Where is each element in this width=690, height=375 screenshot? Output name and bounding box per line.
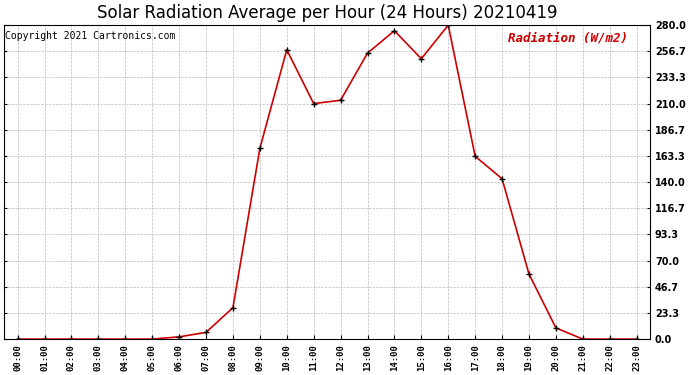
Title: Solar Radiation Average per Hour (24 Hours) 20210419: Solar Radiation Average per Hour (24 Hou… — [97, 4, 558, 22]
Text: Copyright 2021 Cartronics.com: Copyright 2021 Cartronics.com — [6, 32, 176, 41]
Text: Radiation (W/m2): Radiation (W/m2) — [508, 32, 628, 44]
